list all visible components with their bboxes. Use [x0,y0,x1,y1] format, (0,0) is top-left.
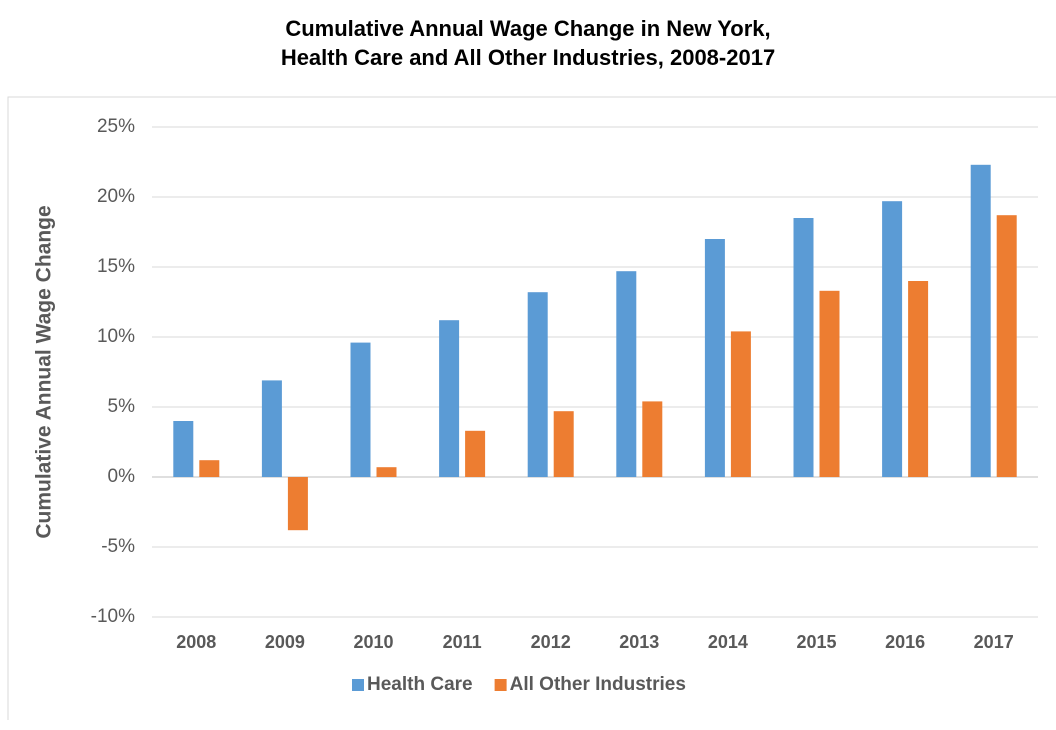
bar [996,215,1017,477]
bar [704,239,725,477]
bar [173,421,194,477]
y-tick-label: 5% [108,396,136,417]
y-tick-label: 25% [97,116,135,137]
x-tick-label: 2014 [708,632,748,652]
bar [376,467,397,477]
bar [642,401,663,477]
x-tick-label: 2016 [885,632,925,652]
x-tick-label: 2017 [974,632,1014,652]
y-axis-label: Cumulative Annual Wage Change [33,205,56,538]
bar [819,290,840,477]
y-tick-label: -5% [101,536,135,557]
bar [730,331,751,477]
y-tick-label: 10% [97,326,135,347]
legend-swatch [494,679,507,691]
bar [882,201,903,477]
bar [616,271,637,477]
legend-swatch [352,679,364,691]
y-tick-label: 0% [108,466,136,487]
legend-label: Health Care [367,674,473,695]
y-tick-label: 20% [97,186,135,207]
x-tick-label: 2012 [531,632,571,652]
bar [199,460,220,477]
bar [439,320,460,477]
chart-title: Cumulative Annual Wage Change in New Yor… [285,16,770,41]
y-tick-label: -10% [91,606,135,627]
chart-frame [7,96,1056,720]
bar [527,292,548,477]
y-tick-label: 15% [97,256,135,277]
bar [287,477,308,531]
bar [261,380,282,477]
bar [908,281,929,477]
x-tick-label: 2011 [443,632,482,652]
chart-title: Health Care and All Other Industries, 20… [281,45,775,70]
x-tick-label: 2009 [265,632,305,652]
bar [970,164,991,478]
x-tick-label: 2010 [353,632,393,652]
x-tick-label: 2008 [176,632,216,652]
bar [350,342,371,477]
x-tick-label: 2015 [796,632,836,652]
x-tick-label: 2013 [619,632,659,652]
legend-label: All Other Industries [510,674,686,695]
bar [465,430,486,477]
bar [793,218,814,477]
bar [553,411,574,477]
